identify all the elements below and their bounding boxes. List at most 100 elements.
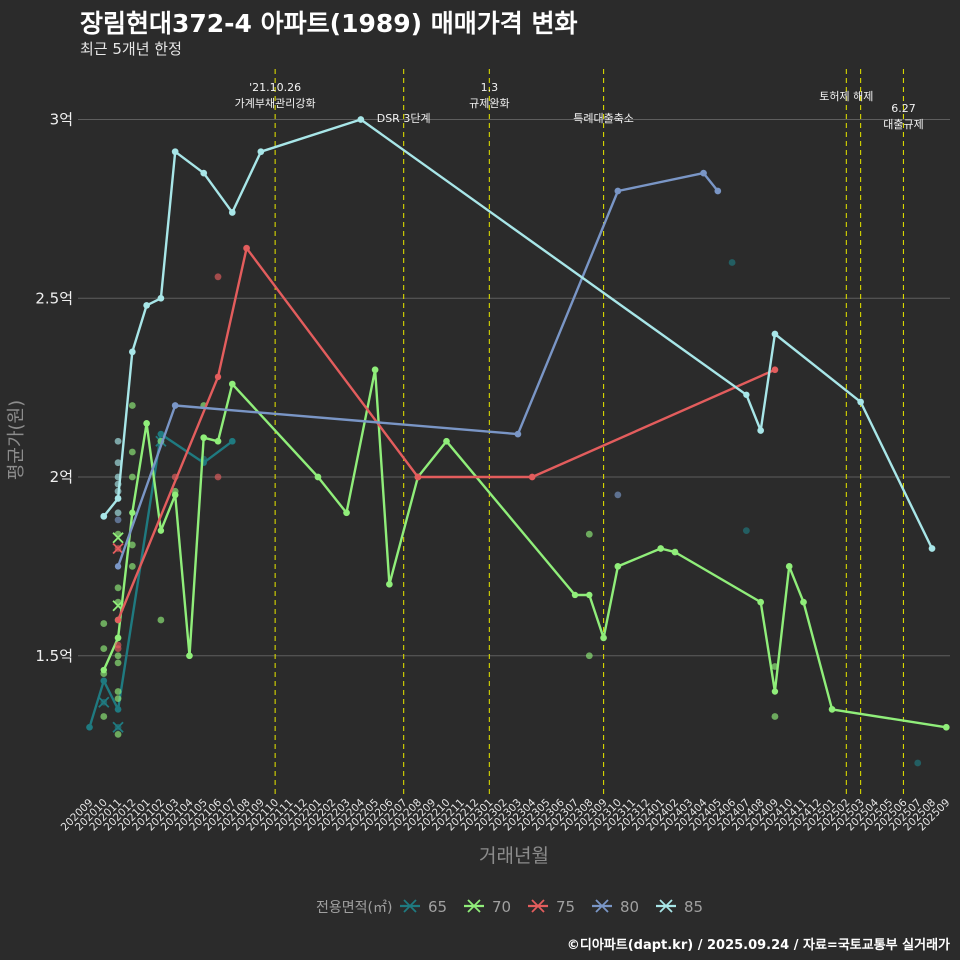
legend-item-65: 65 bbox=[400, 898, 447, 916]
line-point bbox=[229, 380, 236, 388]
data-point bbox=[114, 584, 122, 592]
legend-key-cross bbox=[403, 899, 417, 913]
data-point bbox=[214, 473, 222, 481]
line-point bbox=[314, 473, 322, 481]
line-point bbox=[143, 420, 150, 427]
line-point bbox=[928, 545, 936, 552]
data-point bbox=[742, 527, 750, 535]
y-tick-label: 3억 bbox=[50, 111, 73, 129]
cross-marker bbox=[112, 542, 124, 555]
line-point bbox=[700, 169, 707, 177]
chart-title: 장림현대372-4 아파트(1989) 매매가격 변화 bbox=[80, 9, 578, 38]
series-line bbox=[88, 432, 234, 728]
data-point bbox=[114, 659, 122, 667]
line-point bbox=[214, 438, 222, 445]
line-point bbox=[828, 706, 836, 713]
line-point bbox=[343, 509, 350, 516]
annotation-label: 토허제 해제 bbox=[819, 89, 873, 103]
series-75 bbox=[112, 244, 779, 652]
legend-label: 70 bbox=[492, 898, 511, 916]
legend-key-cross bbox=[595, 899, 609, 913]
annotation-label: 가계부채관리강화 bbox=[235, 97, 316, 110]
line-point bbox=[200, 169, 207, 177]
annotation-label: 규제완화 bbox=[469, 97, 509, 110]
data-point bbox=[771, 713, 779, 720]
legend-item-70: 70 bbox=[464, 898, 511, 916]
data-point bbox=[114, 459, 122, 467]
line-point bbox=[100, 677, 107, 684]
line-point bbox=[114, 616, 122, 624]
data-point bbox=[128, 562, 136, 570]
line-point bbox=[743, 391, 750, 398]
line-point bbox=[714, 187, 722, 195]
annotation-label: DSR 3단계 bbox=[377, 112, 431, 125]
line-point bbox=[614, 187, 622, 195]
line-point bbox=[257, 148, 265, 155]
y-axis: 1.5억 2억 2.5억 3억 bbox=[35, 111, 73, 665]
legend-item-85: 85 bbox=[656, 898, 703, 916]
legend-key-cross bbox=[467, 899, 481, 913]
data-point bbox=[157, 616, 165, 624]
line-point bbox=[143, 302, 150, 309]
line-point bbox=[229, 209, 236, 216]
legend-key-cross bbox=[659, 899, 673, 913]
data-point bbox=[114, 652, 122, 660]
series-80 bbox=[100, 169, 722, 570]
data-point bbox=[128, 541, 136, 549]
annotation-label: 1.3 bbox=[481, 81, 499, 94]
annotation-label: '21.10.26 bbox=[249, 81, 301, 94]
data-point bbox=[128, 402, 136, 409]
line-point bbox=[771, 366, 779, 373]
line-point bbox=[129, 348, 136, 356]
line-point bbox=[157, 527, 165, 534]
legend-item-80: 80 bbox=[592, 898, 639, 916]
cross-marker bbox=[112, 721, 124, 733]
data-point bbox=[128, 473, 136, 481]
data-point bbox=[114, 688, 122, 695]
data-point bbox=[114, 731, 122, 738]
data-point bbox=[100, 713, 108, 720]
data-point bbox=[214, 273, 222, 281]
line-point bbox=[600, 634, 607, 642]
line-point bbox=[528, 473, 536, 481]
line-point bbox=[586, 591, 593, 599]
data-point bbox=[585, 530, 593, 538]
series-line bbox=[116, 171, 719, 567]
line-point bbox=[243, 245, 250, 252]
y-tick-label: 2억 bbox=[50, 468, 73, 486]
line-point bbox=[114, 634, 122, 642]
line-point bbox=[786, 563, 793, 570]
legend-label: 65 bbox=[428, 898, 447, 916]
line-point bbox=[443, 438, 450, 445]
line-point bbox=[757, 598, 764, 606]
data-point bbox=[114, 437, 122, 445]
line-point bbox=[657, 545, 664, 552]
data-point bbox=[100, 645, 108, 652]
line-point bbox=[200, 434, 207, 441]
data-point bbox=[114, 516, 122, 524]
data-point bbox=[914, 759, 922, 767]
legend-label: 75 bbox=[556, 898, 575, 916]
line-point bbox=[771, 330, 779, 338]
line-point bbox=[229, 438, 236, 445]
line-point bbox=[186, 652, 193, 659]
x-axis: 2020092020102020112020122021012021022021… bbox=[59, 796, 953, 833]
legend-label: 80 bbox=[620, 898, 639, 916]
line-point bbox=[757, 427, 764, 434]
series-65 bbox=[86, 259, 922, 767]
line-point bbox=[414, 473, 422, 481]
annotation-label: 대출규제 bbox=[883, 118, 923, 131]
line-point bbox=[671, 548, 679, 556]
line-point bbox=[114, 495, 122, 502]
line-point bbox=[386, 581, 393, 588]
line-point bbox=[771, 688, 779, 695]
line-point bbox=[371, 366, 379, 373]
data-point bbox=[614, 491, 622, 499]
legend: 전용면적(㎡) 65 70 75 80 85 bbox=[316, 898, 703, 916]
line-point bbox=[157, 295, 165, 302]
line-point bbox=[100, 666, 107, 674]
x-axis-title: 거래년월 bbox=[479, 845, 549, 867]
line-point bbox=[114, 706, 122, 713]
